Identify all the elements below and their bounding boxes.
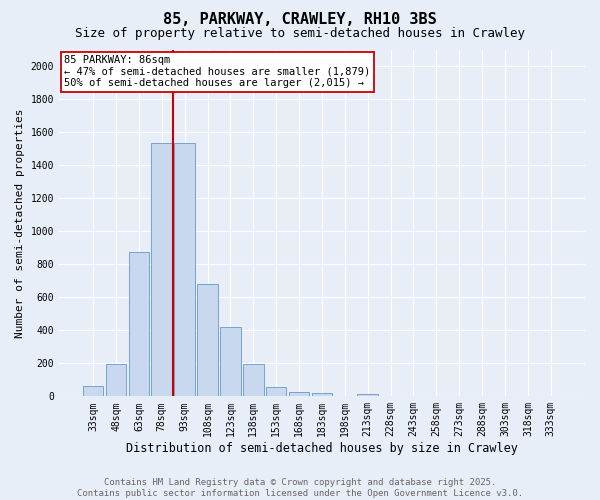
Bar: [220, 327, 241, 396]
Bar: [197, 284, 218, 397]
Text: Size of property relative to semi-detached houses in Crawley: Size of property relative to semi-detach…: [75, 28, 525, 40]
X-axis label: Distribution of semi-detached houses by size in Crawley: Distribution of semi-detached houses by …: [126, 442, 518, 455]
Bar: [243, 364, 263, 396]
Bar: [358, 394, 378, 396]
Bar: [266, 388, 286, 396]
Bar: [175, 143, 195, 397]
Bar: [106, 364, 127, 396]
Bar: [289, 392, 310, 396]
Bar: [128, 252, 149, 396]
Text: 85 PARKWAY: 86sqm
← 47% of semi-detached houses are smaller (1,879)
50% of semi-: 85 PARKWAY: 86sqm ← 47% of semi-detached…: [64, 55, 370, 88]
Text: 85, PARKWAY, CRAWLEY, RH10 3BS: 85, PARKWAY, CRAWLEY, RH10 3BS: [163, 12, 437, 28]
Bar: [151, 143, 172, 397]
Bar: [83, 386, 103, 396]
Text: Contains HM Land Registry data © Crown copyright and database right 2025.
Contai: Contains HM Land Registry data © Crown c…: [77, 478, 523, 498]
Bar: [311, 393, 332, 396]
Y-axis label: Number of semi-detached properties: Number of semi-detached properties: [15, 108, 25, 338]
